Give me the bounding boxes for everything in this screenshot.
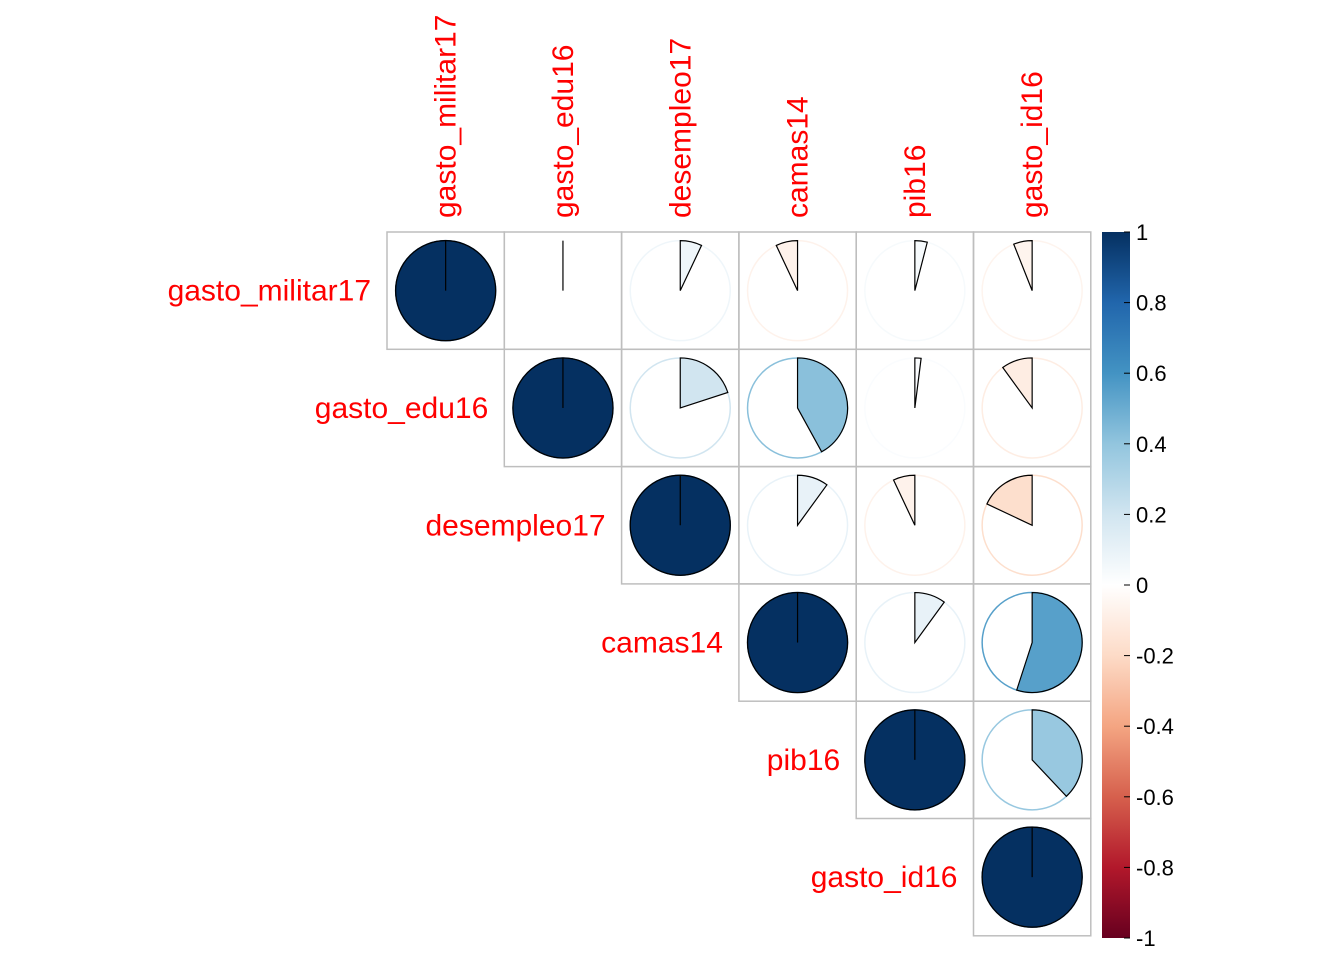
colorbar-tick-label: 0.6: [1136, 361, 1167, 386]
colorbar-tick-label: 0: [1136, 573, 1148, 598]
pie-marks: [394, 239, 1083, 928]
grid-cell: [972, 817, 1092, 937]
pie-wedge: [679, 357, 729, 409]
colorbar-tick-label: -1: [1136, 926, 1156, 951]
column-label: desempleo17: [664, 38, 697, 218]
colorbar-tick-label: -0.4: [1136, 714, 1174, 739]
pie-wedge: [914, 357, 922, 409]
pie-wedge: [1012, 240, 1033, 291]
row-label: desempleo17: [425, 509, 605, 542]
pie-wedge: [1031, 709, 1083, 798]
column-label: gasto_id16: [1016, 71, 1049, 218]
colorbar-legend: 1 0.8 0.6 0.4 0.2 0 -0.2 -0.4 -0.6 -0.8 -1: [1102, 220, 1174, 951]
row-label: gasto_id16: [811, 861, 958, 894]
colorbar-ticks: 1 0.8 0.6 0.4 0.2 0 -0.2 -0.4 -0.6 -0.8 -1: [1124, 220, 1174, 951]
colorbar-tick-label: -0.8: [1136, 855, 1174, 880]
column-label: pib16: [899, 145, 932, 218]
pie-wedge: [986, 474, 1033, 527]
colorbar-tick-label: 0.2: [1136, 502, 1167, 527]
pie-wedge: [796, 357, 849, 453]
pie-wedge: [796, 474, 828, 528]
pie-wedge: [775, 240, 799, 291]
colorbar-tick-label: -0.2: [1136, 644, 1174, 669]
row-label: gasto_edu16: [315, 392, 489, 425]
colorbar-tick-label: -0.6: [1136, 785, 1174, 810]
colorbar-tick-label: 0.4: [1136, 432, 1167, 457]
pie-wedge: [914, 591, 946, 645]
row-label: pib16: [767, 744, 840, 777]
grid-cells: [386, 231, 1092, 937]
colorbar-tick-label: 1: [1136, 220, 1148, 245]
column-label: gasto_edu16: [547, 45, 580, 219]
row-label: gasto_militar17: [168, 275, 371, 308]
pie-wedge: [1015, 591, 1083, 694]
row-labels: gasto_militar17 gasto_edu16 desempleo17 cam…: [168, 275, 958, 895]
column-label: gasto_militar17: [430, 15, 463, 218]
pie-wedge: [679, 240, 703, 291]
pie-wedge: [1001, 357, 1033, 410]
pie-wedge: [914, 240, 929, 291]
pie-wedge: [892, 474, 916, 526]
column-labels: gasto_militar17 gasto_edu16 desempleo17 cam…: [430, 15, 1050, 218]
column-label: camas14: [782, 96, 815, 218]
row-label: camas14: [601, 627, 723, 660]
colorbar-tick-label: 0.8: [1136, 291, 1167, 316]
